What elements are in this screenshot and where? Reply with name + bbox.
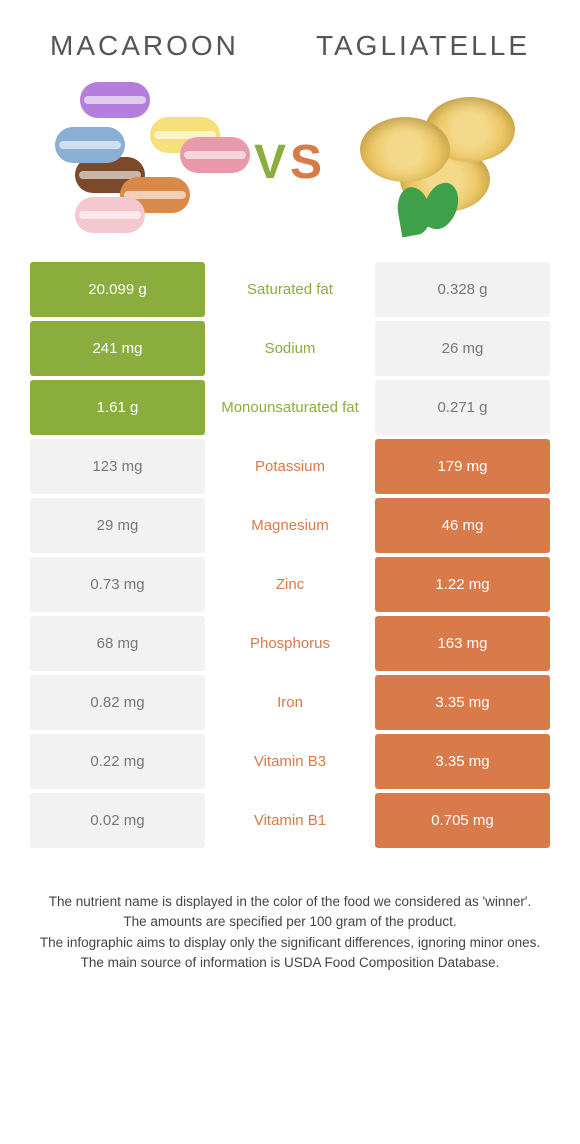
right-value: 3.35 mg [375,675,550,730]
macaron-icon [180,137,250,173]
nutrient-row: 0.73 mgZinc1.22 mg [30,557,550,612]
images-row: VS [20,82,560,262]
header: Macaroon Tagliatelle [20,20,560,82]
nutrient-row: 29 mgMagnesium46 mg [30,498,550,553]
right-value: 26 mg [375,321,550,376]
footer-line: The amounts are specified per 100 gram o… [30,912,550,932]
left-value: 241 mg [30,321,205,376]
infographic-container: Macaroon Tagliatelle VS 20.099 gSaturate… [0,0,580,993]
right-value: 0.705 mg [375,793,550,848]
right-value: 179 mg [375,439,550,494]
left-value: 123 mg [30,439,205,494]
nutrient-name: Sodium [205,321,375,376]
title-left: Macaroon [50,30,239,62]
nutrient-name: Iron [205,675,375,730]
nutrient-name: Phosphorus [205,616,375,671]
right-value: 0.271 g [375,380,550,435]
nutrient-row: 241 mgSodium26 mg [30,321,550,376]
nutrient-row: 1.61 gMonounsaturated fat0.271 g [30,380,550,435]
vs-s: S [290,136,326,189]
title-right: Tagliatelle [316,30,530,62]
nutrient-name: Vitamin B1 [205,793,375,848]
left-value: 0.82 mg [30,675,205,730]
nutrient-row: 123 mgPotassium179 mg [30,439,550,494]
footer-line: The main source of information is USDA F… [30,953,550,973]
right-value: 163 mg [375,616,550,671]
nutrient-row: 0.22 mgVitamin B33.35 mg [30,734,550,789]
tagliatelle-image [340,82,530,242]
right-value: 3.35 mg [375,734,550,789]
nutrient-row: 20.099 gSaturated fat0.328 g [30,262,550,317]
nutrient-table: 20.099 gSaturated fat0.328 g241 mgSodium… [30,262,550,848]
footer-line: The infographic aims to display only the… [30,933,550,953]
left-value: 0.73 mg [30,557,205,612]
macaron-icon [55,127,125,163]
nutrient-row: 0.02 mgVitamin B10.705 mg [30,793,550,848]
nutrient-row: 68 mgPhosphorus163 mg [30,616,550,671]
left-value: 29 mg [30,498,205,553]
pasta-nest-icon [360,117,450,182]
macaroon-image [50,82,240,242]
left-value: 20.099 g [30,262,205,317]
footer-line: The nutrient name is displayed in the co… [30,892,550,912]
right-value: 46 mg [375,498,550,553]
nutrient-row: 0.82 mgIron3.35 mg [30,675,550,730]
left-value: 1.61 g [30,380,205,435]
nutrient-name: Vitamin B3 [205,734,375,789]
footer-notes: The nutrient name is displayed in the co… [20,852,560,973]
left-value: 68 mg [30,616,205,671]
right-value: 0.328 g [375,262,550,317]
nutrient-name: Zinc [205,557,375,612]
right-value: 1.22 mg [375,557,550,612]
left-value: 0.22 mg [30,734,205,789]
nutrient-name: Magnesium [205,498,375,553]
vs-v: V [254,136,290,189]
nutrient-name: Potassium [205,439,375,494]
macaron-icon [75,197,145,233]
vs-label: VS [254,135,326,190]
nutrient-name: Saturated fat [205,262,375,317]
macaron-icon [80,82,150,118]
left-value: 0.02 mg [30,793,205,848]
nutrient-name: Monounsaturated fat [205,380,375,435]
